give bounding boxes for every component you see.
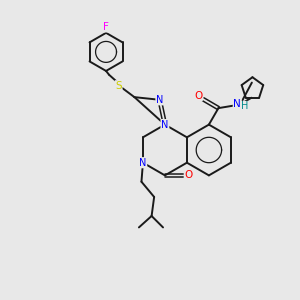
Text: N: N: [233, 99, 241, 109]
Text: N: N: [156, 95, 163, 105]
Text: N: N: [139, 158, 147, 168]
Text: H: H: [241, 101, 249, 112]
Text: N: N: [161, 120, 169, 130]
Text: O: O: [184, 170, 193, 180]
Text: F: F: [103, 22, 109, 32]
Text: N: N: [161, 120, 169, 130]
Text: O: O: [194, 91, 202, 101]
Text: S: S: [115, 81, 122, 91]
